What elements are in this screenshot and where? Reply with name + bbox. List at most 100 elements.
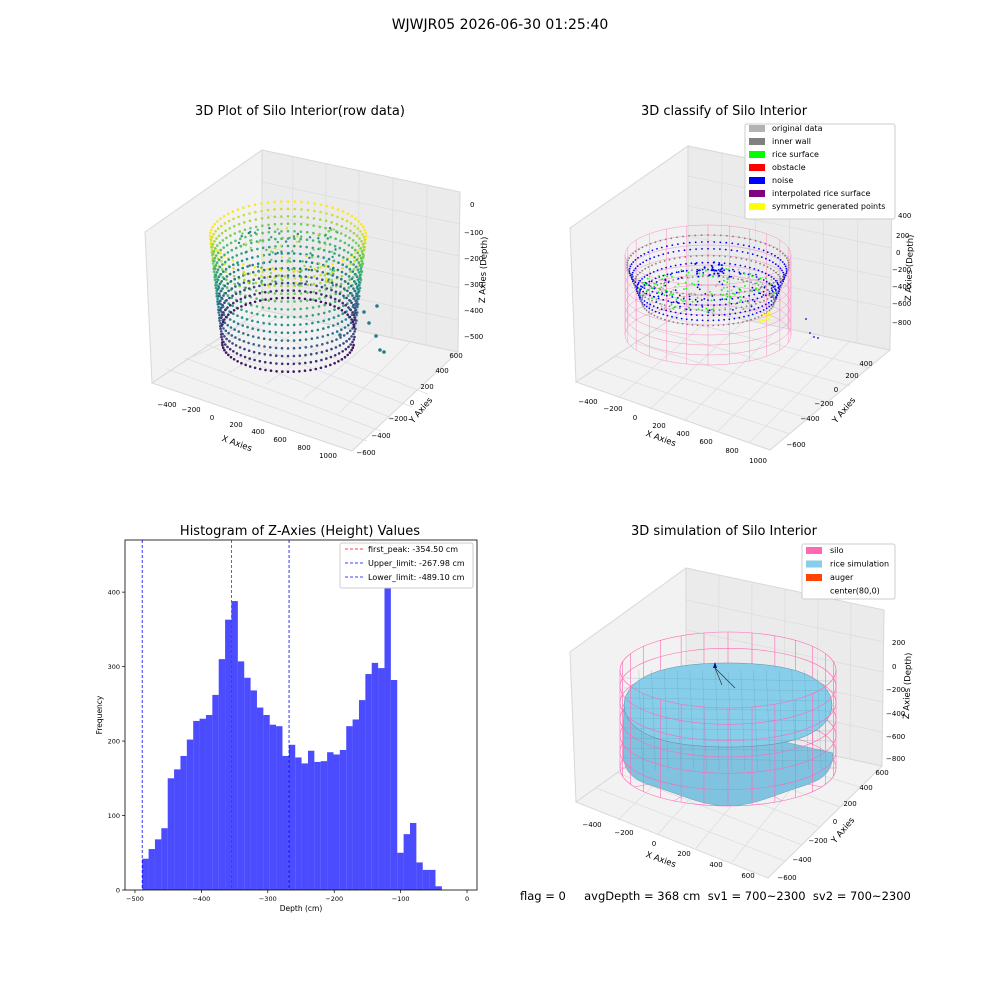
histogram-x-tick-label: 0 bbox=[465, 895, 469, 903]
classify-surface-point bbox=[775, 291, 778, 293]
raw-point bbox=[286, 323, 290, 327]
raw-point bbox=[350, 313, 354, 317]
classify-surface-point bbox=[759, 292, 762, 295]
histogram-bar bbox=[429, 869, 436, 890]
raw-point bbox=[212, 249, 216, 253]
raw-point bbox=[226, 323, 229, 327]
raw-point bbox=[280, 284, 283, 288]
raw-point bbox=[329, 303, 332, 307]
raw-point bbox=[348, 329, 352, 333]
raw-point bbox=[358, 254, 362, 257]
classify-surface-point bbox=[759, 277, 762, 280]
raw-point bbox=[260, 266, 263, 269]
raw-point bbox=[222, 246, 225, 249]
classify-wall-point bbox=[641, 246, 644, 249]
raw-point bbox=[215, 237, 218, 240]
classify-surface-point bbox=[657, 295, 660, 298]
classify-wall-point bbox=[645, 259, 648, 262]
classify-wall-point bbox=[694, 298, 697, 301]
histogram-x-tick-label: −300 bbox=[259, 895, 277, 903]
classify-wall-point bbox=[707, 261, 709, 264]
simulation-legend-swatch bbox=[806, 547, 822, 554]
classify-wall-point bbox=[745, 305, 748, 308]
raw-point bbox=[321, 271, 325, 274]
classify-wall-point bbox=[647, 288, 650, 291]
raw-point bbox=[294, 281, 297, 284]
raw-point bbox=[315, 284, 318, 288]
raw-point bbox=[280, 259, 284, 263]
raw-point bbox=[288, 257, 291, 260]
classify-wall-point bbox=[680, 270, 683, 273]
classify-wall-point bbox=[784, 274, 787, 277]
histogram-x-tick-label: −400 bbox=[192, 895, 210, 903]
classify-wall-point bbox=[701, 254, 704, 257]
raw-point bbox=[310, 261, 314, 265]
raw-point bbox=[219, 272, 223, 276]
classify-surface-point bbox=[661, 303, 663, 306]
classify-wall-point bbox=[655, 262, 657, 265]
raw-point bbox=[346, 313, 350, 317]
simulation-auger bbox=[713, 662, 736, 689]
classify-surface-point bbox=[664, 306, 667, 308]
classify-surface-point bbox=[742, 308, 745, 310]
histogram-bars bbox=[142, 562, 442, 890]
classify-wall-point bbox=[636, 292, 639, 294]
raw-point bbox=[316, 328, 320, 332]
classify-wall-point bbox=[682, 235, 684, 238]
raw-point bbox=[333, 252, 336, 255]
classify-wall-point bbox=[754, 239, 757, 242]
raw-point bbox=[226, 212, 230, 216]
raw-point bbox=[286, 274, 290, 277]
classify-wall-point bbox=[639, 279, 642, 282]
raw-point bbox=[227, 353, 230, 357]
classify-surface-point bbox=[740, 299, 742, 302]
raw-point bbox=[296, 232, 299, 236]
raw-point bbox=[314, 299, 318, 302]
raw-point bbox=[305, 322, 308, 326]
raw-point bbox=[357, 280, 361, 284]
raw-point bbox=[266, 275, 270, 279]
raw-point bbox=[262, 337, 266, 341]
raw-point bbox=[351, 270, 355, 273]
classify-wall-point bbox=[732, 292, 734, 295]
classify-legend-label: inner wall bbox=[772, 137, 811, 146]
raw-point bbox=[245, 310, 248, 313]
classify-wall-point bbox=[787, 268, 789, 271]
raw-point bbox=[356, 295, 359, 298]
simulation-x-tick: 200 bbox=[677, 850, 690, 858]
classify-wall-point bbox=[757, 284, 760, 286]
raw-point bbox=[247, 204, 251, 208]
raw-point bbox=[223, 253, 226, 257]
classify-wall-point bbox=[770, 300, 773, 302]
raw-x-tick-labels: −400 −200 0 200 400 600 800 1000 bbox=[157, 401, 337, 460]
raw-point bbox=[292, 270, 295, 273]
classify-wall-point bbox=[682, 292, 684, 295]
raw-point bbox=[234, 239, 237, 243]
raw-point bbox=[247, 279, 250, 283]
raw-point bbox=[346, 331, 349, 335]
raw-point bbox=[350, 277, 354, 281]
classify-surface-point bbox=[755, 274, 757, 277]
classify-wall-point bbox=[713, 241, 716, 243]
raw-point bbox=[337, 299, 341, 303]
histogram-bar bbox=[365, 674, 372, 890]
classify-wall-point bbox=[662, 274, 665, 277]
raw-point bbox=[210, 248, 214, 252]
raw-point bbox=[329, 296, 333, 299]
raw-point bbox=[237, 215, 240, 219]
classify-wall-point bbox=[690, 262, 693, 265]
classify-wall-point bbox=[694, 241, 697, 244]
classify-wall-point bbox=[691, 276, 694, 278]
classify-wall-point bbox=[773, 300, 776, 302]
classify-z-tick: −800 bbox=[892, 319, 911, 327]
classify-surface-point bbox=[702, 272, 705, 274]
raw-point bbox=[356, 297, 359, 301]
raw-point bbox=[355, 234, 359, 238]
classify-surface-point bbox=[771, 296, 773, 298]
histogram-bar bbox=[193, 720, 200, 890]
raw-point bbox=[270, 236, 273, 239]
classify-wall-point bbox=[688, 241, 691, 244]
raw-point bbox=[218, 313, 221, 317]
raw-point bbox=[221, 270, 225, 273]
histogram-x-tick-label: −500 bbox=[126, 895, 144, 903]
